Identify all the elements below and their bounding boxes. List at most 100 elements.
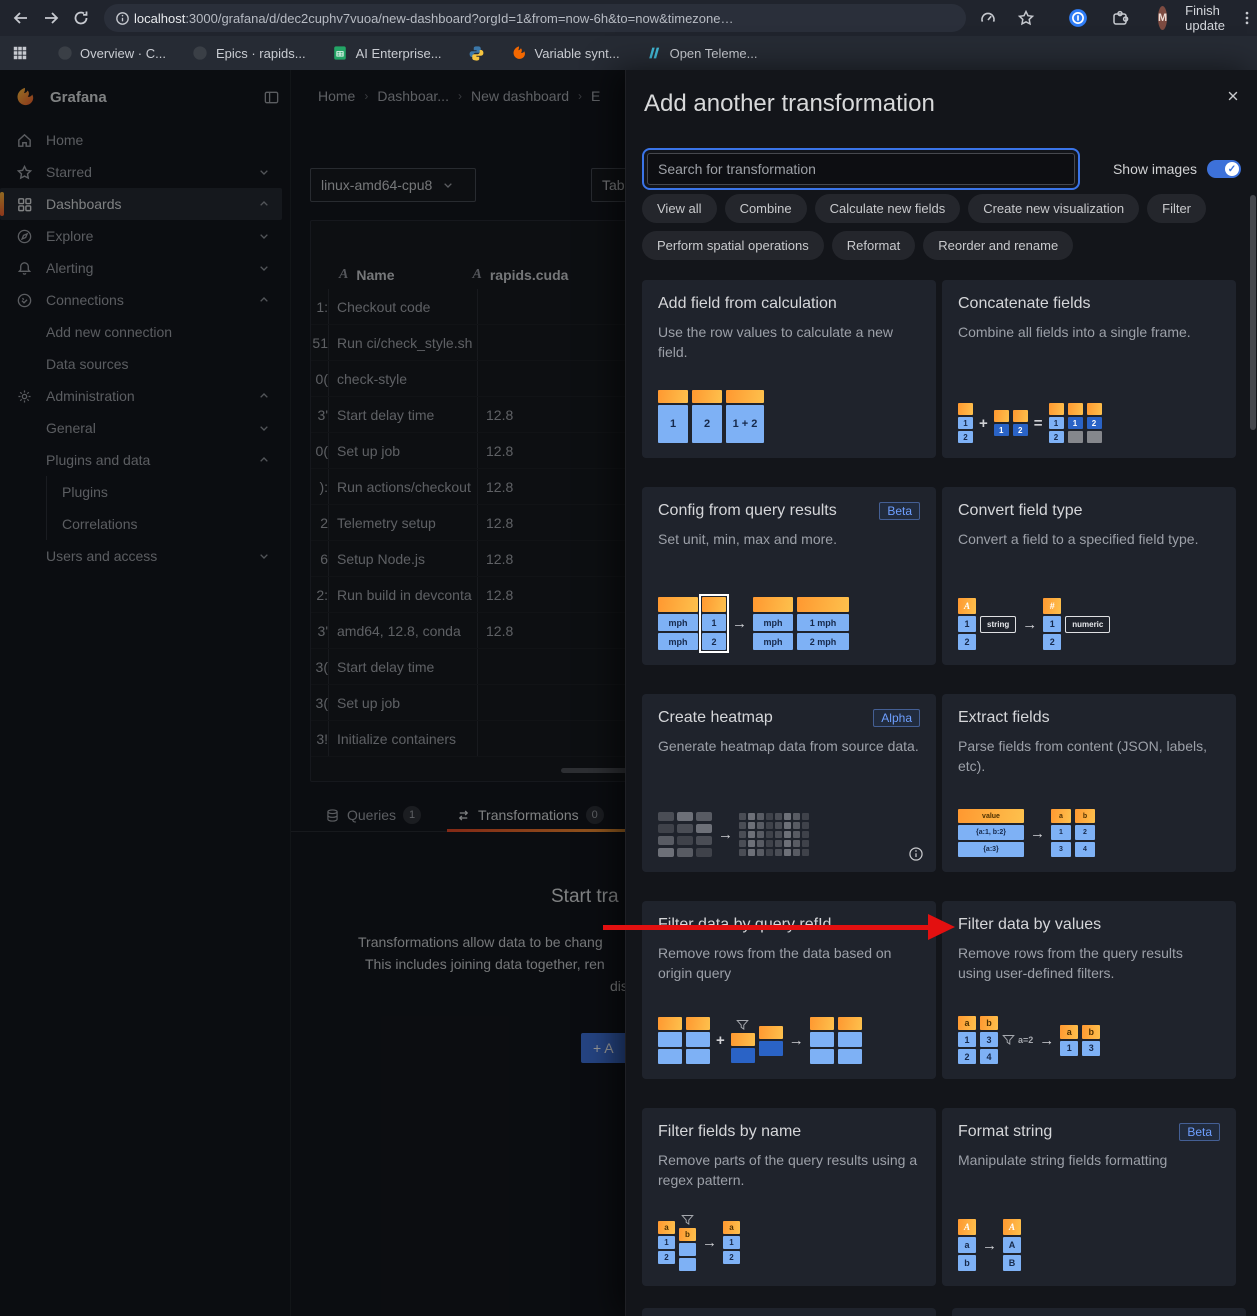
mini-column: mph mph — [658, 597, 698, 650]
cell-value: 12.8 — [486, 478, 514, 495]
close-icon[interactable] — [1221, 84, 1245, 108]
mini-cell: b — [958, 1255, 976, 1271]
mini-cell — [837, 1049, 862, 1064]
row-fragment: 2 — [320, 514, 328, 531]
cell-name: Run ci/check_style.sh — [328, 325, 478, 360]
bookmark-item[interactable]: Open Teleme... — [646, 45, 758, 62]
mini-column-header — [1067, 403, 1083, 415]
browser-profile-avatar[interactable]: M — [1158, 6, 1168, 30]
mini-column: a 1 2 — [723, 1221, 740, 1264]
transformation-card-extract-fields[interactable]: Extract fields Parse fields from content … — [942, 694, 1236, 872]
sidebar-item-plugins-and-data[interactable]: Plugins and data — [0, 444, 282, 476]
url-bar[interactable]: localhost:3000/grafana/d/dec2cuphv7vuoa/… — [104, 4, 966, 32]
sidebar-item-plugins[interactable]: Plugins — [0, 476, 282, 508]
performance-icon[interactable] — [976, 6, 1000, 30]
sidebar-item-dashboards[interactable]: Dashboards — [0, 188, 282, 220]
sidebar-item-general[interactable]: General — [0, 412, 282, 444]
drawer-scrollbar[interactable] — [1250, 195, 1256, 430]
extensions-puzzle-icon[interactable] — [1108, 6, 1132, 30]
sidebar-item-explore[interactable]: Explore — [0, 220, 282, 252]
card-stub — [642, 1308, 936, 1316]
operator-glyph: → — [1039, 1031, 1055, 1049]
mini-cell — [809, 1032, 834, 1047]
transformation-card-filter-data-by-values[interactable]: Filter data by values Remove rows from th… — [942, 901, 1236, 1079]
sidebar-item-users-and-access[interactable]: Users and access — [0, 540, 282, 572]
breadcrumb-item[interactable]: Dashboar... — [377, 88, 449, 104]
info-icon[interactable] — [908, 846, 924, 862]
datasource-picker[interactable]: linux-amd64-cpu8 — [310, 168, 476, 202]
grafana-logo-icon[interactable] — [14, 86, 36, 108]
tab-transformations[interactable]: Transformations 0 — [456, 798, 604, 832]
mini-column-header: a — [658, 1221, 675, 1234]
card-title: Concatenate fields — [958, 295, 1091, 312]
filter-pill-combine[interactable]: Combine — [724, 194, 807, 223]
row-fragment: 3( — [315, 694, 328, 711]
transformation-card-create-heatmap[interactable]: Create heatmap Alpha Generate heatmap data… — [642, 694, 936, 872]
transformation-card-config-from-query-results[interactable]: Config from query results Beta Set unit, m… — [642, 487, 936, 665]
bookmark-item[interactable]: Variable synt... — [511, 45, 620, 62]
mini-column: #1 2 — [1043, 598, 1062, 650]
mini-column: 2 — [1012, 410, 1028, 436]
sidebar-item-data-sources[interactable]: Data sources — [0, 348, 282, 380]
mini-cell: 1 — [1067, 417, 1083, 429]
transformation-card-concatenate-fields[interactable]: Concatenate fields Combine all fields int… — [942, 280, 1236, 458]
filter-pill-view-all[interactable]: View all — [642, 194, 717, 223]
filter-pill-calculate-new-fields[interactable]: Calculate new fields — [814, 194, 961, 223]
breadcrumb-item[interactable]: New dashboard — [470, 88, 570, 104]
sidebar-item-label: Dashboards — [46, 196, 122, 212]
tab-queries[interactable]: Queries 1 — [325, 798, 422, 832]
browser-menu-icon[interactable] — [1239, 10, 1255, 26]
table-row: 1: Checkout code — [311, 289, 639, 325]
card-header: Convert field type — [958, 502, 1220, 520]
sidebar-item-home[interactable]: Home — [0, 124, 282, 156]
card-title: Config from query results — [658, 502, 837, 519]
sidebar-item-administration[interactable]: Administration — [0, 380, 282, 412]
transformation-card-filter-data-by-query-refid[interactable]: Filter data by query refId Remove rows fr… — [642, 901, 936, 1079]
filter-pill-reorder-and-rename[interactable]: Reorder and rename — [923, 231, 1074, 260]
mini-cell: B — [1003, 1255, 1021, 1271]
transformation-card-format-string[interactable]: Format string Beta Manipulate string field… — [942, 1108, 1236, 1286]
transformation-card-convert-field-type[interactable]: Convert field type Convert a field to a s… — [942, 487, 1236, 665]
bookmark-item[interactable]: AI Enterprise... — [332, 45, 442, 62]
sidebar-item-alerting[interactable]: Alerting — [0, 252, 282, 284]
dock-sidebar-icon[interactable] — [263, 89, 280, 106]
bookmark-item[interactable]: Overview · C... — [56, 45, 166, 62]
filter-pill-filter[interactable]: Filter — [1147, 194, 1207, 223]
column-header-name[interactable]: A Name — [339, 267, 395, 283]
reload-icon[interactable] — [72, 6, 90, 30]
bookmark-star-icon[interactable] — [1014, 6, 1038, 30]
apps-grid-icon[interactable] — [12, 45, 28, 61]
card-title: Create heatmap — [658, 709, 773, 726]
finish-update-button[interactable]: Finish update — [1185, 3, 1225, 33]
grafana-favicon-icon — [511, 45, 528, 62]
breadcrumb-separator: › — [457, 89, 462, 103]
show-images-toggle[interactable]: ✓ — [1207, 160, 1241, 178]
mini-column-header — [726, 390, 764, 403]
sidebar-item-starred[interactable]: Starred — [0, 156, 282, 188]
search-input[interactable] — [647, 153, 1075, 185]
forward-icon[interactable] — [42, 6, 60, 30]
transformation-card-add-field-from-calculation[interactable]: Add field from calculation Use the row va… — [642, 280, 936, 458]
filter-pill-perform-spatial-operations[interactable]: Perform spatial operations — [642, 231, 824, 260]
mini-column-header — [658, 1017, 682, 1030]
breadcrumb-item[interactable]: Home — [318, 88, 356, 104]
password-manager-extension-icon[interactable] — [1066, 6, 1090, 30]
drawer-title: Add another transformation — [644, 90, 935, 117]
sidebar-item-label: Users and access — [46, 548, 158, 564]
site-info-icon[interactable] — [110, 6, 134, 30]
transformation-card-filter-fields-by-name[interactable]: Filter fields by name Remove parts of the… — [642, 1108, 936, 1286]
filter-pill-create-new-visualization[interactable]: Create new visualization — [968, 194, 1140, 223]
sidebar-item-add-new-connection[interactable]: Add new connection — [0, 316, 282, 348]
bookmark-item[interactable] — [468, 45, 485, 62]
mini-cell — [1067, 431, 1083, 443]
cell-name: Checkout code — [328, 289, 478, 324]
back-icon[interactable] — [12, 6, 30, 30]
filter-pill-reformat[interactable]: Reformat — [831, 231, 916, 260]
bookmark-item[interactable]: Epics · rapids... — [192, 45, 306, 62]
sidebar-item-connections[interactable]: Connections — [0, 284, 282, 316]
breadcrumb-item[interactable]: E — [591, 88, 601, 104]
horizontal-scrollbar[interactable] — [561, 768, 631, 773]
category-pills: View all Combine Calculate new fields Creat… — [642, 194, 1246, 260]
sidebar-item-correlations[interactable]: Correlations — [0, 508, 282, 540]
